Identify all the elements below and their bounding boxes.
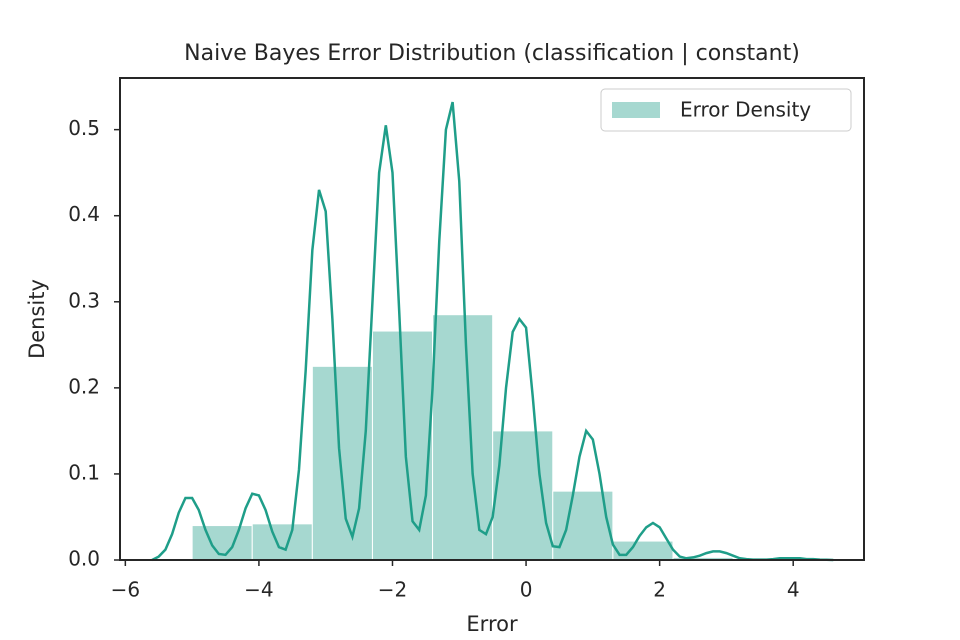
x-tick-label: 4 (787, 578, 800, 602)
x-tick-label: −6 (111, 578, 140, 602)
histogram-bar (432, 314, 494, 561)
legend-label: Error Density (680, 98, 811, 122)
plot-frame (119, 77, 865, 561)
legend-swatch (612, 102, 660, 118)
y-tick-label: 0.4 (68, 202, 100, 226)
y-tick-label: 0.2 (68, 374, 100, 398)
y-tick-label: 0.1 (68, 460, 100, 484)
y-tick-label: 0.3 (68, 288, 100, 312)
x-axis-label: Error (466, 612, 518, 636)
y-tick-label: 0.5 (68, 116, 100, 140)
y-tick-label: 0.0 (68, 547, 100, 571)
legend-box (600, 88, 852, 132)
x-tick-label: −2 (378, 578, 407, 602)
x-tick-label: −4 (244, 578, 273, 602)
x-tick-label: 2 (653, 578, 666, 602)
x-tick-label: 0 (520, 578, 533, 602)
histogram-bar (612, 540, 674, 561)
kde-line (151, 101, 834, 562)
y-axis-label: Density (25, 279, 49, 359)
histogram-bar (251, 523, 313, 561)
chart-title: Naive Bayes Error Distribution (classifi… (184, 41, 800, 66)
